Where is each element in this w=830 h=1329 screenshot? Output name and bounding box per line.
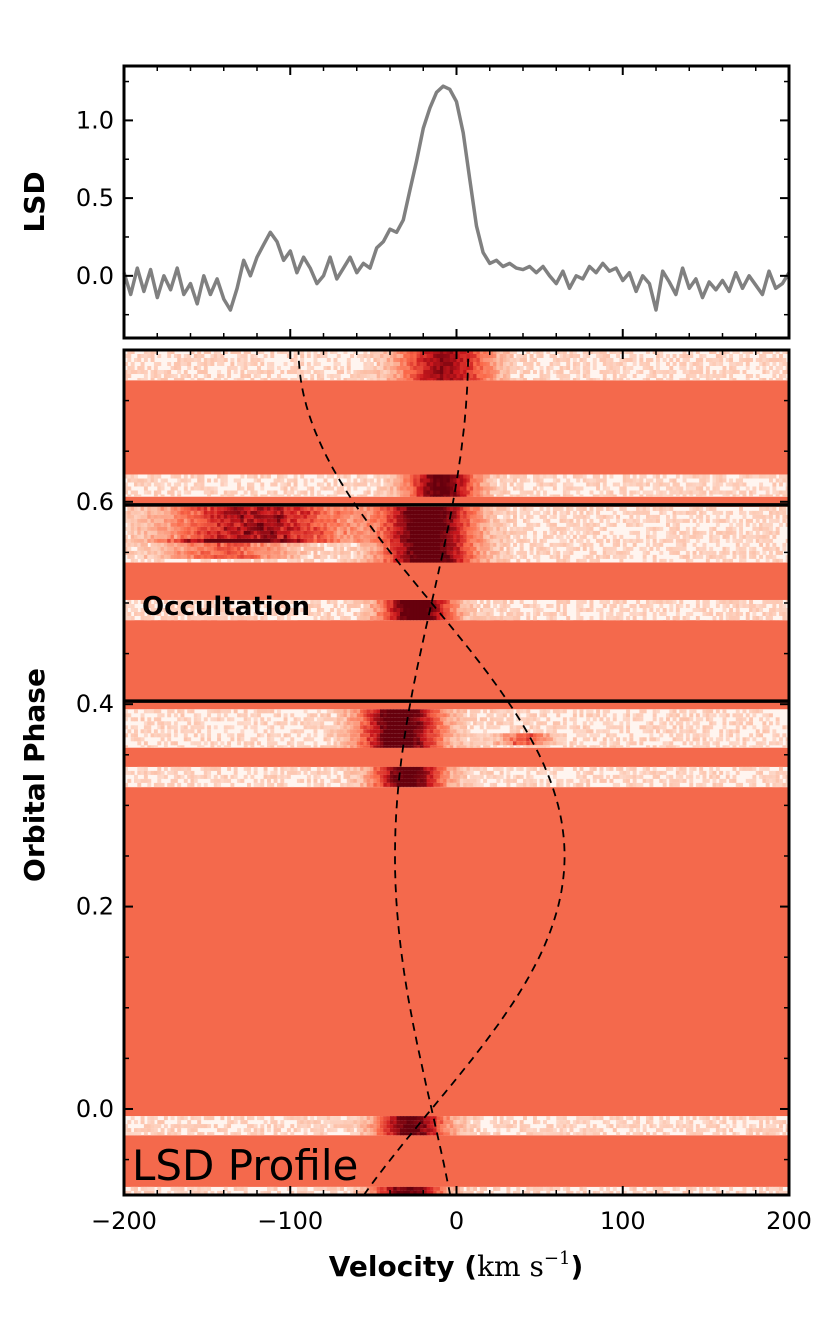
top-panel-frame — [122, 64, 791, 340]
bottom-ticks: 0.0 0.2 0.4 0.6 −200 −100 0 100 200 — [76, 350, 812, 1235]
x-axis-label-exponent: −1 — [544, 1248, 571, 1269]
observed-band — [124, 1116, 789, 1136]
bottom-xtick-label: −200 — [91, 1207, 157, 1235]
bottom-panel: 0.00.20.40.6−200 −100 0 100 200 Occultation … — [18, 348, 812, 1283]
top-ytick-label: 0.5 — [76, 184, 114, 212]
observed-band — [124, 709, 789, 748]
bottom-ytick-label: 0.6 — [76, 488, 114, 516]
observed-band — [124, 599, 789, 621]
x-axis-label-unit: km s — [477, 1250, 544, 1283]
bottom-y-label: Orbital Phase — [18, 668, 51, 882]
top-ytick-label: 0.0 — [76, 262, 114, 290]
observed-band — [124, 766, 789, 788]
bottom-xtick-label: 100 — [600, 1207, 646, 1235]
bottom-xtick-label: 200 — [766, 1207, 812, 1235]
top-line-layer — [122, 84, 791, 312]
bottom-xtick-label: −100 — [257, 1207, 323, 1235]
bottom-ytick-label: 0.2 — [76, 893, 114, 921]
top-panel: 0.0 0.5 1.0 LSD — [18, 64, 791, 340]
rv-curve-primary — [394, 350, 469, 1195]
panel-title-label: LSD Profile — [132, 1141, 358, 1190]
bottom-panel-frame — [122, 348, 791, 1197]
x-axis-label-close: ) — [570, 1250, 583, 1283]
bottom-ytick-label: 0.0 — [76, 1095, 114, 1123]
x-axis-label-text: Velocity ( — [329, 1250, 477, 1283]
x-axis-label: Velocity (km s−1) — [329, 1248, 583, 1283]
bottom-xtick-label: 0 — [449, 1207, 464, 1235]
bottom-ytick-label: 0.4 — [76, 690, 114, 718]
top-ytick-label: 1.0 — [76, 106, 114, 134]
observed-band — [124, 506, 789, 563]
lsd-mean-line — [122, 84, 791, 312]
occultation-label: Occultation — [142, 592, 310, 622]
top-y-label: LSD — [18, 171, 51, 232]
rv-curve-layer — [297, 350, 566, 1195]
